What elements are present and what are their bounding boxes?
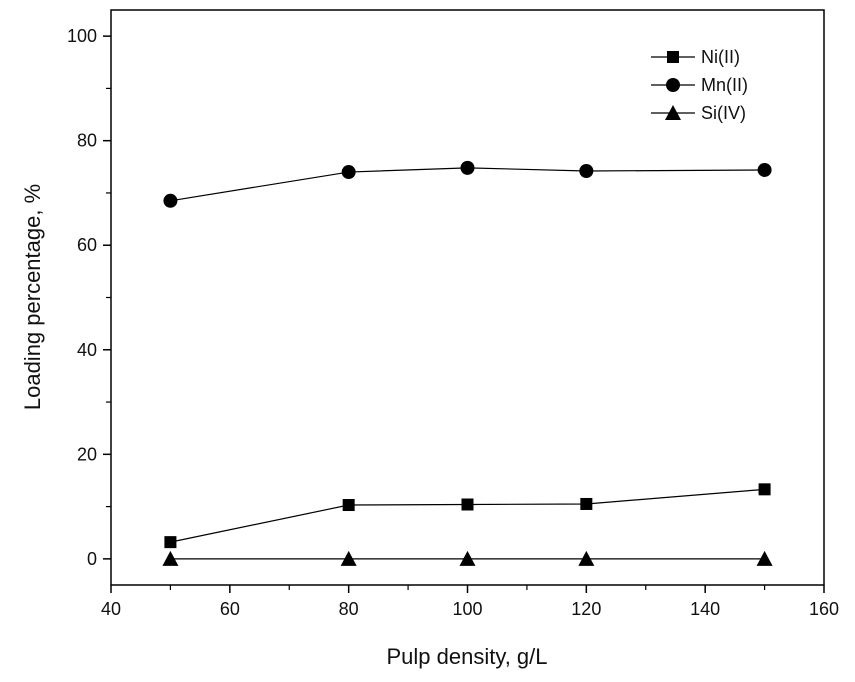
data-point-si-iv [162, 550, 179, 566]
data-point-ni-ii [342, 499, 355, 512]
data-point-mn-ii [460, 160, 475, 175]
legend-label: Ni(II) [701, 47, 740, 67]
x-tick-label: 40 [101, 599, 121, 619]
data-point-ni-ii [758, 483, 771, 496]
x-tick-label: 100 [452, 599, 482, 619]
x-tick-labels: 40 60 80 100 120 140 160 [101, 599, 839, 619]
legend-marker [666, 78, 680, 92]
y-tick-label: 0 [87, 549, 97, 569]
y-tick-label: 20 [77, 444, 97, 464]
y-tick-label: 40 [77, 340, 97, 360]
legend-item-ni-ii: Ni(II) [651, 47, 740, 67]
legend-marker [667, 51, 679, 63]
legend-label: Si(IV) [701, 103, 746, 123]
data-point-si-iv [756, 550, 773, 566]
y-tick-label: 80 [77, 131, 97, 151]
x-tick-label: 120 [571, 599, 601, 619]
legend-label: Mn(II) [701, 75, 748, 95]
data-point-si-iv [459, 550, 476, 566]
data-point-ni-ii [461, 498, 474, 511]
data-point-mn-ii [341, 165, 356, 180]
x-tick-label: 60 [220, 599, 240, 619]
y-tick-label: 60 [77, 235, 97, 255]
data-point-si-iv [340, 550, 357, 566]
legend-item-si-iv: Si(IV) [651, 103, 746, 123]
series-line-ni-ii [170, 488, 765, 543]
data-point-mn-ii [163, 193, 178, 208]
y-tick-labels: 0 20 40 60 80 100 [67, 26, 97, 569]
series-ni-ii [164, 483, 771, 549]
data-point-si-iv [578, 550, 595, 566]
x-tick-label: 80 [339, 599, 359, 619]
data-point-ni-ii [580, 497, 593, 510]
legend: Ni(II) Mn(II) Si(IV) [651, 47, 748, 123]
tick-marks [103, 35, 825, 593]
y-tick-label: 100 [67, 26, 97, 46]
data-point-mn-ii [579, 164, 594, 178]
series-layer [162, 160, 773, 566]
legend-item-mn-ii: Mn(II) [651, 75, 748, 95]
series-si-iv [162, 550, 773, 566]
x-tick-label: 160 [809, 599, 839, 619]
y-axis-title: Loading percentage, % [20, 184, 45, 410]
x-tick-label: 140 [690, 599, 720, 619]
legend-marker [665, 105, 681, 120]
data-point-mn-ii [757, 162, 772, 177]
x-axis-title: Pulp density, g/L [386, 644, 547, 669]
data-point-ni-ii [164, 536, 177, 549]
series-mn-ii [163, 160, 772, 208]
